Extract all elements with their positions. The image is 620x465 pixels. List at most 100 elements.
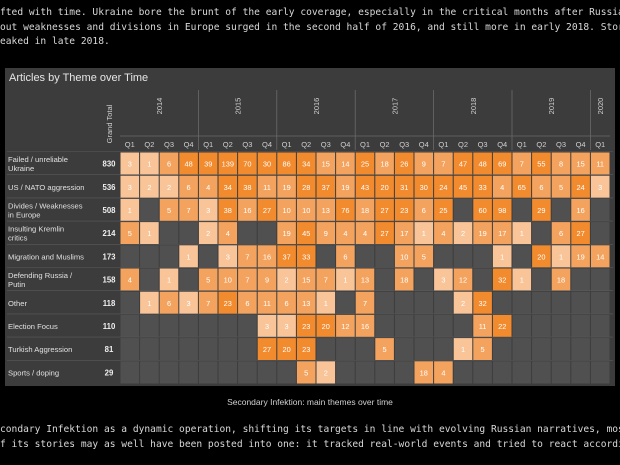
- heatmap-cell: [179, 291, 198, 314]
- heatmap-cell: [551, 314, 571, 338]
- heatmap-cell: [336, 152, 355, 175]
- heatmap-cell: [551, 152, 571, 175]
- heatmap-cell: [140, 268, 159, 291]
- heatmap-cell: [434, 338, 453, 361]
- heatmap-cell: [473, 152, 492, 175]
- heatmap-cell: [414, 245, 434, 268]
- heatmap-cell: [434, 175, 453, 198]
- cell-value: 1: [559, 252, 563, 261]
- heatmap-cell: [532, 152, 551, 175]
- cell-value: 10: [302, 206, 310, 215]
- cell-value: 139: [222, 160, 234, 169]
- cell-value: 17: [498, 229, 506, 238]
- quarter-label: Q2: [144, 140, 154, 149]
- heatmap-cell: [316, 152, 336, 175]
- heatmap-cell: [532, 361, 551, 384]
- heatmap-cell: [434, 152, 453, 175]
- cell-value: 15: [322, 160, 330, 169]
- cell-value: 15: [302, 276, 310, 285]
- heatmap-cell: [159, 268, 179, 291]
- heatmap-cell: [257, 291, 277, 314]
- cell-value: 16: [576, 206, 584, 215]
- heatmap-cell: [336, 314, 355, 338]
- grand-total-value: 830: [102, 160, 116, 169]
- cell-value: 33: [302, 252, 310, 261]
- cell-value: 86: [282, 160, 290, 169]
- quarter-label: Q2: [458, 140, 468, 149]
- heatmap-cell: [492, 245, 512, 268]
- year-label: 2020: [596, 98, 605, 115]
- grand-total-value: 29: [105, 368, 114, 377]
- heatmap-cell: [414, 361, 434, 384]
- cell-value: 60: [478, 206, 486, 215]
- cell-value: 26: [400, 160, 408, 169]
- heatmap-cell: [179, 361, 198, 384]
- cell-value: 1: [500, 252, 504, 261]
- heatmap-cell: [590, 291, 610, 314]
- cell-value: 4: [500, 183, 504, 192]
- heatmap-cell: [375, 361, 394, 384]
- cell-value: 6: [285, 299, 289, 308]
- grand-total-value: 508: [102, 206, 116, 215]
- cell-value: 5: [383, 345, 387, 354]
- heatmap-cell: [551, 198, 571, 222]
- cell-value: 34: [302, 160, 310, 169]
- cell-value: 6: [187, 183, 191, 192]
- heatmap-cell: [590, 338, 610, 361]
- quarter-label: Q1: [282, 140, 292, 149]
- theme-label: Failed / unreliable: [8, 155, 68, 164]
- cell-value: 5: [304, 368, 308, 377]
- heatmap-cell: [257, 314, 277, 338]
- cell-value: 4: [226, 229, 230, 238]
- heatmap-cell: [277, 291, 296, 314]
- heatmap-cell: [159, 222, 179, 245]
- heatmap-cell: [473, 268, 492, 291]
- quarter-label: Q4: [419, 140, 429, 149]
- heatmap-cell: [453, 175, 473, 198]
- heatmap-cell: [414, 291, 434, 314]
- heatmap-cell: [277, 314, 296, 338]
- quarter-label: Q3: [399, 140, 409, 149]
- cell-value: 43: [361, 183, 369, 192]
- theme-label: Insulting Kremlin: [8, 225, 64, 234]
- quarter-label: Q4: [576, 140, 586, 149]
- heatmap-cell: [120, 198, 140, 222]
- heatmap-cell: [394, 175, 414, 198]
- heatmap-cell: [492, 152, 512, 175]
- cell-value: 13: [322, 206, 330, 215]
- heatmap-cell: [179, 175, 198, 198]
- heatmap-cell: [296, 175, 316, 198]
- cell-value: 2: [461, 299, 465, 308]
- cell-value: 3: [226, 252, 230, 261]
- heatmap-cell: [218, 152, 238, 175]
- cell-value: 23: [302, 322, 310, 331]
- cell-value: 7: [245, 252, 249, 261]
- intro-line: eaked in late 2018.: [0, 36, 110, 47]
- heatmap-cell: [590, 268, 610, 291]
- heatmap-cell: [492, 198, 512, 222]
- cell-value: 4: [128, 276, 132, 285]
- heatmap-cell: [218, 361, 238, 384]
- heatmap-cell: [453, 152, 473, 175]
- heatmap-cell: [355, 152, 375, 175]
- cell-value: 2: [285, 276, 289, 285]
- year-label: 2016: [312, 98, 321, 115]
- heatmap-cell: [394, 268, 414, 291]
- heatmap-cell: [375, 152, 394, 175]
- heatmap-cell: [296, 245, 316, 268]
- cell-value: 11: [596, 160, 604, 169]
- cell-value: 7: [363, 299, 367, 308]
- cell-value: 6: [422, 206, 426, 215]
- heatmap-cell: [140, 314, 159, 338]
- year-label: 2018: [469, 98, 478, 115]
- heatmap-cell: [394, 245, 414, 268]
- cell-value: 4: [343, 229, 347, 238]
- intro-line: out weaknesses and divisions in Europe s…: [0, 21, 620, 33]
- cell-value: 18: [420, 368, 428, 377]
- grand-total-value: 110: [103, 322, 116, 331]
- cell-value: 48: [478, 160, 486, 169]
- cell-value: 2: [461, 229, 465, 238]
- heatmap-cell: [590, 222, 610, 245]
- cell-value: 10: [400, 252, 408, 261]
- heatmap-cell: [257, 268, 277, 291]
